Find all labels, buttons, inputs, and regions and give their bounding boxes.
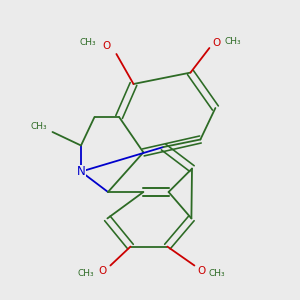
Text: CH₃: CH₃ (224, 37, 241, 46)
Text: O: O (212, 38, 221, 48)
Text: CH₃: CH₃ (208, 269, 225, 278)
Text: CH₃: CH₃ (80, 38, 96, 47)
Text: CH₃: CH₃ (77, 269, 94, 278)
Text: N: N (76, 165, 85, 178)
Text: O: O (102, 40, 111, 51)
Text: CH₃: CH₃ (31, 122, 47, 131)
Text: O: O (98, 266, 107, 276)
Text: O: O (198, 266, 206, 276)
